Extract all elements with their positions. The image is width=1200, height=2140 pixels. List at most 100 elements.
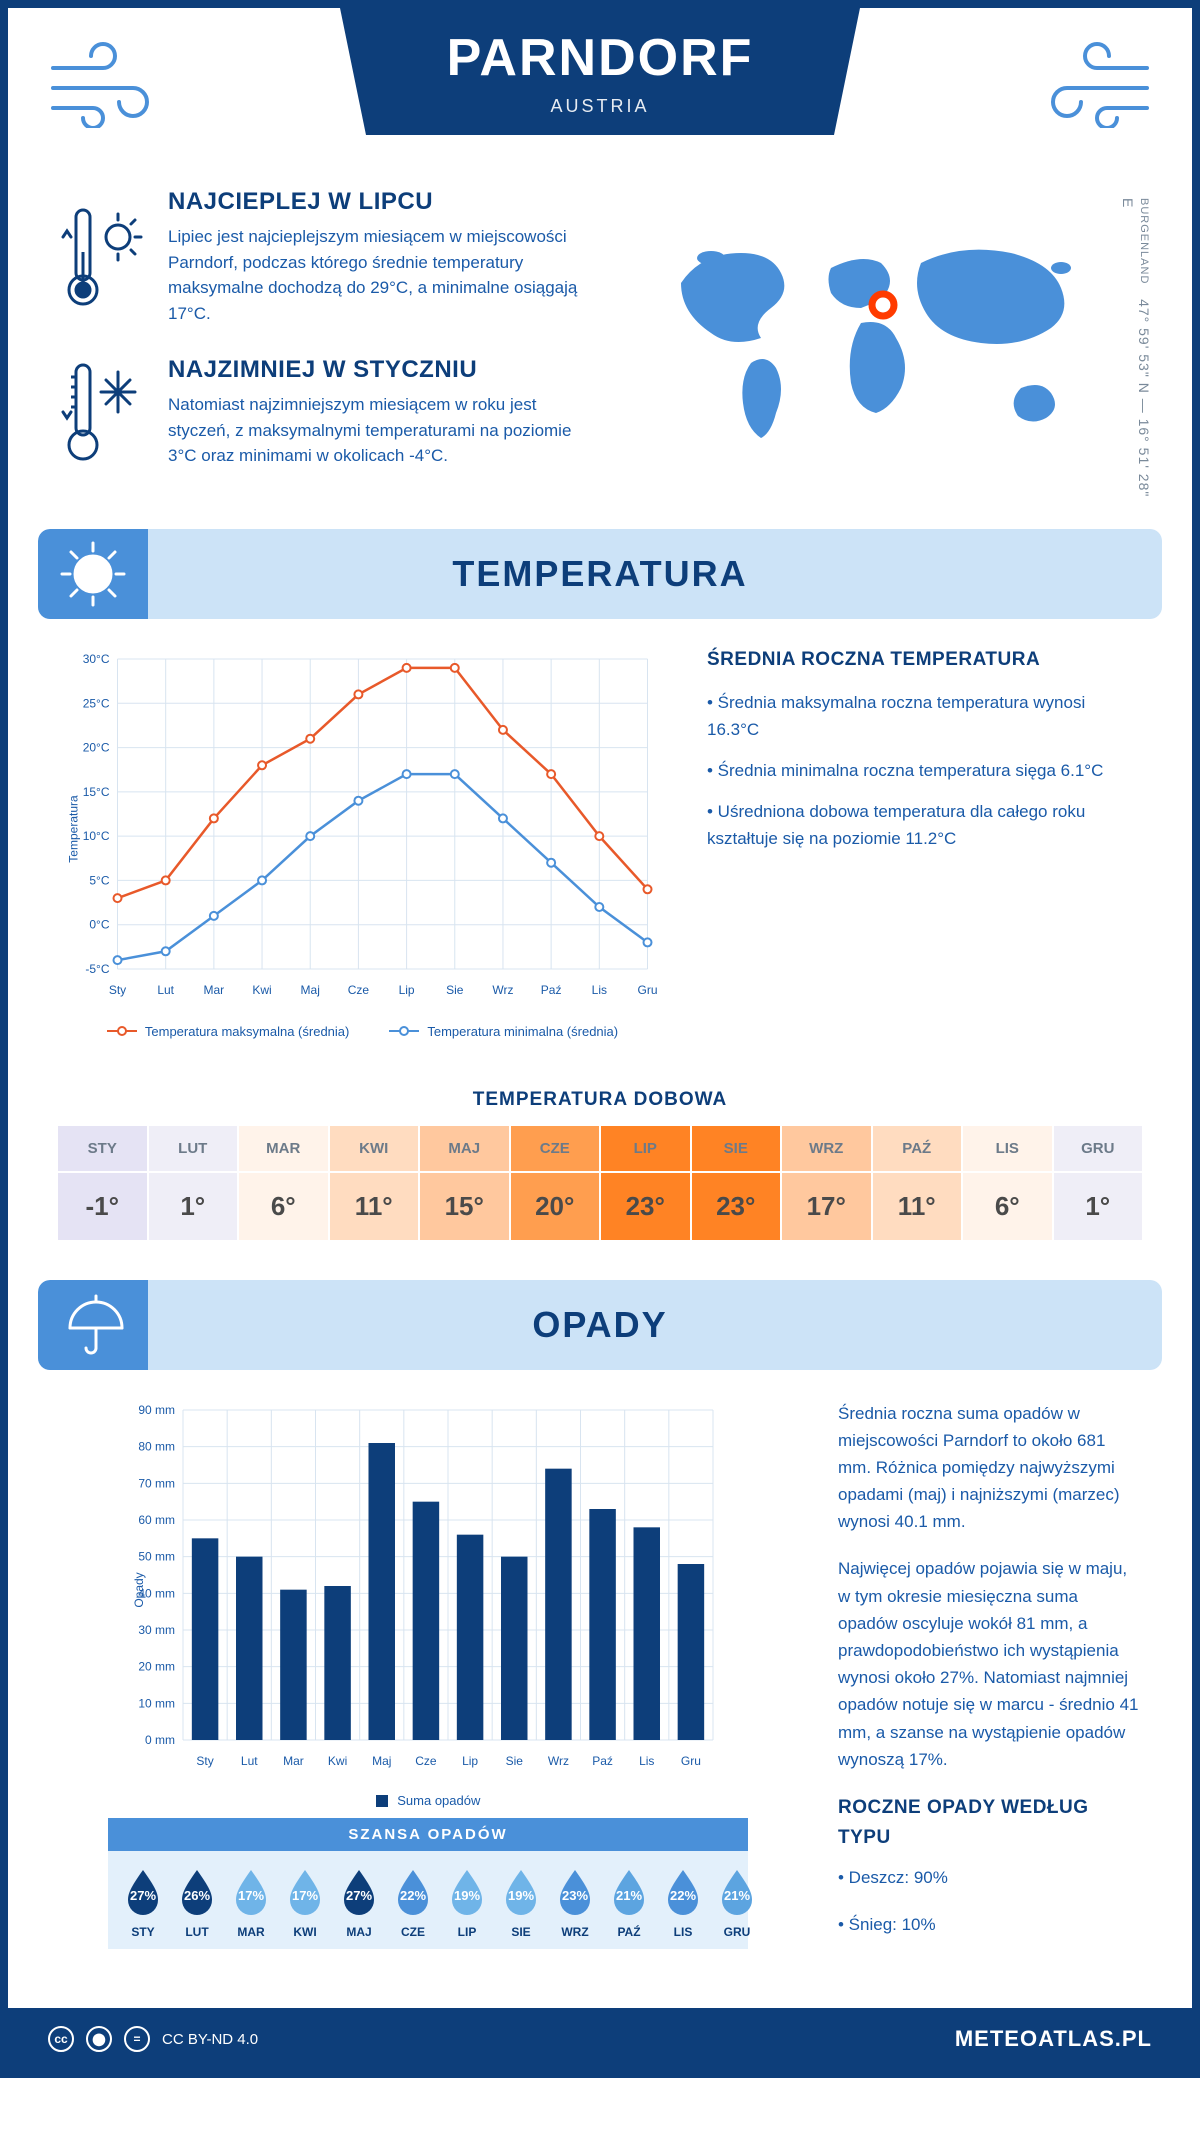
temp-bullet: • Uśredniona dobowa temperatura dla całe… (707, 798, 1142, 852)
precip-title: OPADY (532, 1304, 667, 1346)
svg-text:90 mm: 90 mm (138, 1403, 175, 1417)
temp-chart-legend: Temperatura maksymalna (średnia) Tempera… (58, 1024, 667, 1039)
svg-text:Cze: Cze (415, 1754, 437, 1768)
warmest-body: Lipiec jest najcieplejszym miesiącem w m… (168, 224, 580, 326)
svg-text:10°C: 10°C (83, 829, 110, 843)
by-icon: ⬤ (86, 2026, 112, 2052)
svg-text:Mar: Mar (283, 1754, 304, 1768)
daily-temp-value: 15° (420, 1173, 509, 1240)
svg-text:20 mm: 20 mm (138, 1659, 175, 1673)
svg-text:Lut: Lut (241, 1754, 258, 1768)
month-header: CZE (511, 1126, 600, 1171)
svg-text:Lip: Lip (462, 1754, 478, 1768)
svg-text:0°C: 0°C (89, 917, 109, 931)
wind-icon (1022, 38, 1152, 133)
precip-section-header: OPADY (38, 1280, 1162, 1370)
daily-temp-value: 11° (873, 1173, 962, 1240)
chance-drop: 27%STY (118, 1866, 168, 1939)
month-header: GRU (1054, 1126, 1143, 1171)
daily-temp-value: 23° (601, 1173, 690, 1240)
svg-text:30°C: 30°C (83, 652, 110, 666)
svg-text:Maj: Maj (372, 1754, 391, 1768)
sun-icon (38, 529, 148, 619)
temperature-title: TEMPERATURA (452, 553, 747, 595)
coordinates: BURGENLAND 47° 59' 53" N — 16° 51' 28" E (1120, 198, 1152, 499)
temperature-summary: ŚREDNIA ROCZNA TEMPERATURA • Średnia mak… (707, 649, 1142, 1039)
daily-temp-value: 11° (330, 1173, 419, 1240)
chance-drop: 21%GRU (712, 1866, 762, 1939)
month-header: STY (58, 1126, 147, 1171)
month-header: LUT (149, 1126, 238, 1171)
daily-temp-value: 6° (239, 1173, 328, 1240)
chance-drop: 21%PAŹ (604, 1866, 654, 1939)
world-map-svg (651, 213, 1111, 473)
svg-text:-5°C: -5°C (85, 962, 109, 976)
svg-text:Paź: Paź (541, 983, 562, 997)
svg-text:5°C: 5°C (89, 873, 109, 887)
month-header: LIP (601, 1126, 690, 1171)
svg-text:Sie: Sie (506, 1754, 524, 1768)
coldest-fact: NAJZIMNIEJ W STYCZNIU Natomiast najzimni… (58, 356, 580, 469)
chance-drop: 17%MAR (226, 1866, 276, 1939)
region-label: BURGENLAND (1138, 198, 1150, 284)
daily-temp-value: 1° (1054, 1173, 1143, 1240)
svg-text:60 mm: 60 mm (138, 1513, 175, 1527)
title-ribbon: PARNDORF AUSTRIA (340, 8, 860, 135)
warmest-title: NAJCIEPLEJ W LIPCU (168, 188, 580, 216)
thermometer-sun-icon (58, 188, 148, 326)
chance-drop: 22%CZE (388, 1866, 438, 1939)
svg-text:20°C: 20°C (83, 740, 110, 754)
svg-text:Sty: Sty (196, 1754, 213, 1768)
chance-drop: 19%LIP (442, 1866, 492, 1939)
precip-snow: • Śnieg: 10% (838, 1911, 1142, 1938)
precip-summary: Średnia roczna suma opadów w miejscowośc… (838, 1400, 1142, 1959)
chance-drop: 19%SIE (496, 1866, 546, 1939)
umbrella-icon (38, 1280, 148, 1370)
precip-rain: • Deszcz: 90% (838, 1864, 1142, 1891)
svg-text:Kwi: Kwi (252, 983, 271, 997)
svg-text:15°C: 15°C (83, 784, 110, 798)
daily-temp-value: 6° (963, 1173, 1052, 1240)
chance-drop: 22%LIS (658, 1866, 708, 1939)
svg-text:Sie: Sie (446, 983, 464, 997)
svg-text:Lis: Lis (639, 1754, 654, 1768)
footer-brand: METEOATLAS.PL (955, 2026, 1152, 2052)
cc-icon: cc (48, 2026, 74, 2052)
temperature-section-header: TEMPERATURA (38, 529, 1162, 619)
daily-temp-table: STYLUTMARKWIMAJCZELIPSIEWRZPAŹLISGRU-1°1… (58, 1126, 1142, 1240)
svg-text:Paź: Paź (592, 1754, 613, 1768)
svg-text:80 mm: 80 mm (138, 1439, 175, 1453)
line-chart-svg: -5°C0°C5°C10°C15°C20°C25°C30°CStyLutMarK… (58, 649, 667, 1009)
svg-text:Lut: Lut (157, 983, 174, 997)
bar-chart-svg: 0 mm10 mm20 mm30 mm40 mm50 mm60 mm70 mm8… (58, 1400, 798, 1780)
header: PARNDORF AUSTRIA (8, 8, 1192, 188)
precip-para2: Najwięcej opadów pojawia się w maju, w t… (838, 1555, 1142, 1773)
svg-text:Kwi: Kwi (328, 1754, 347, 1768)
daily-temp-value: 17° (782, 1173, 871, 1240)
month-header: MAJ (420, 1126, 509, 1171)
svg-text:Lip: Lip (399, 983, 415, 997)
coldest-body: Natomiast najzimniejszym miesiącem w rok… (168, 392, 580, 469)
legend-max: Temperatura maksymalna (średnia) (145, 1024, 349, 1039)
daily-temp-value: -1° (58, 1173, 147, 1240)
nd-icon: = (124, 2026, 150, 2052)
precip-type-title: ROCZNE OPADY WEDŁUG TYPU (838, 1793, 1142, 1854)
daily-temp-value: 1° (149, 1173, 238, 1240)
warmest-fact: NAJCIEPLEJ W LIPCU Lipiec jest najcieple… (58, 188, 580, 326)
svg-text:Sty: Sty (109, 983, 126, 997)
svg-text:Lis: Lis (592, 983, 607, 997)
bar-legend-label: Suma opadów (397, 1793, 480, 1808)
license-text: CC BY-ND 4.0 (162, 2031, 258, 2048)
chance-title: SZANSA OPADÓW (108, 1818, 748, 1851)
month-header: SIE (692, 1126, 781, 1171)
month-header: MAR (239, 1126, 328, 1171)
svg-text:Wrz: Wrz (548, 1754, 569, 1768)
thermometer-snow-icon (58, 356, 148, 469)
bar-legend: Suma opadów (58, 1793, 798, 1808)
month-header: LIS (963, 1126, 1052, 1171)
temperature-body: -5°C0°C5°C10°C15°C20°C25°C30°CStyLutMarK… (8, 619, 1192, 1069)
daily-temp-value: 20° (511, 1173, 600, 1240)
precip-chance-box: SZANSA OPADÓW 27%STY26%LUT17%MAR17%KWI27… (108, 1818, 748, 1949)
coldest-title: NAJZIMNIEJ W STYCZNIU (168, 356, 580, 384)
svg-text:Mar: Mar (204, 983, 225, 997)
